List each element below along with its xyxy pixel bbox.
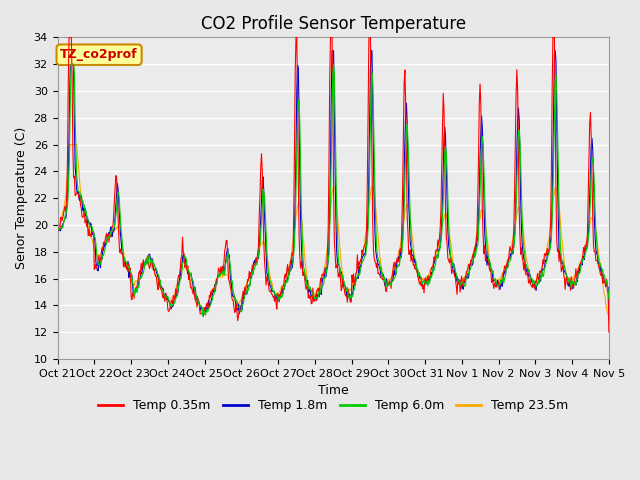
Text: TZ_co2prof: TZ_co2prof [60,48,138,61]
Legend: Temp 0.35m, Temp 1.8m, Temp 6.0m, Temp 23.5m: Temp 0.35m, Temp 1.8m, Temp 6.0m, Temp 2… [93,394,573,417]
Y-axis label: Senor Temperature (C): Senor Temperature (C) [15,127,28,269]
Title: CO2 Profile Sensor Temperature: CO2 Profile Sensor Temperature [200,15,466,33]
X-axis label: Time: Time [318,384,349,397]
